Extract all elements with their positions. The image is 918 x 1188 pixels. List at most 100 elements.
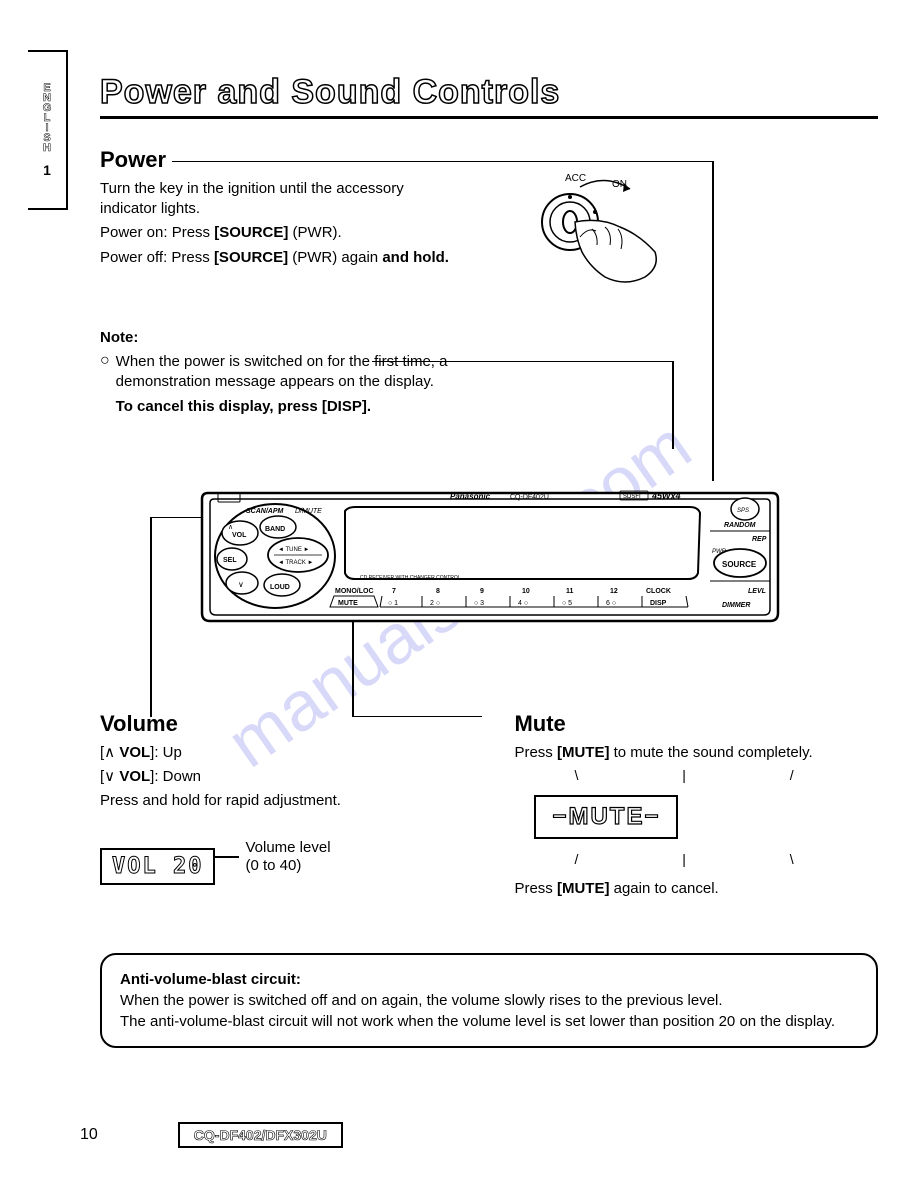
acc-label: ACC (565, 173, 586, 184)
vol-level-label2: (0 to 40) (245, 857, 330, 875)
vol-level-leader (213, 856, 239, 858)
svg-text:SCAN/APM: SCAN/APM (246, 508, 284, 515)
power-line3-bold: [SOURCE] (214, 249, 288, 266)
page-number: 10 (80, 1126, 98, 1144)
svg-text:∧: ∧ (228, 524, 233, 531)
svg-text:7: 7 (392, 588, 396, 595)
vol-up-bold: VOL (119, 744, 150, 761)
mute-line1: Press [MUTE] to mute the sound completel… (514, 743, 878, 763)
page-title: Power and Sound Controls (100, 73, 878, 112)
bullet-marker: ○ (100, 352, 110, 421)
vol-up-pre: [∧ (100, 744, 119, 761)
vol-down-pre: [∨ (100, 768, 119, 785)
info-box-line2: The anti-volume-blast circuit will not w… (120, 1011, 858, 1032)
vol-level-label: Volume level (0 to 40) (245, 839, 330, 875)
volume-heading: Volume (100, 711, 444, 737)
svg-text:12: 12 (610, 588, 618, 595)
power-line1: Turn the key in the ignition until the a… (100, 179, 460, 220)
power-line2-pre: Power on: Press (100, 224, 214, 241)
power-line3-pre: Power off: Press (100, 249, 214, 266)
svg-text:SOURCE: SOURCE (722, 560, 757, 569)
mute-section: Mute Press [MUTE] to mute the sound comp… (514, 711, 878, 904)
svg-text:DIMMER: DIMMER (722, 602, 750, 609)
power-leader-v (712, 161, 714, 481)
mute-lcd: −MUTE− (534, 795, 678, 839)
vol-leader-v (150, 517, 152, 717)
power-line2: Power on: Press [SOURCE] (PWR). (100, 223, 460, 243)
vol-rapid: Press and hold for rapid adjustment. (100, 791, 444, 811)
svg-text:LOUD: LOUD (270, 584, 290, 591)
power-heading: Power (100, 147, 166, 173)
svg-text:LEVL: LEVL (748, 588, 766, 595)
model-box: CQ-DF402/DFX302U (178, 1122, 343, 1148)
svg-text:11: 11 (566, 588, 574, 595)
model-label: CQ-DF402U (510, 494, 549, 501)
svg-text:RANDOM: RANDOM (724, 522, 756, 529)
mute-lcd-text: −MUTE− (552, 803, 660, 830)
svg-text:CLOCK: CLOCK (646, 588, 671, 595)
svg-text:VOL: VOL (232, 532, 247, 539)
info-box-title: Anti-volume-blast circuit: (120, 969, 858, 990)
note-leader-h (372, 361, 672, 363)
svg-text:6 ○: 6 ○ (606, 600, 616, 607)
content-area: Power Turn the key in the ignition until… (100, 147, 878, 1049)
mute-line1-post: to mute the sound completely. (609, 744, 812, 761)
mute-line1-pre: Press (514, 744, 557, 761)
mute-line1-bold: [MUTE] (557, 744, 610, 761)
power-line2-post: (PWR). (288, 224, 341, 241)
mute-line2-post: again to cancel. (609, 880, 718, 897)
language-number: 1 (43, 162, 51, 178)
svg-text:○ 5: ○ 5 (562, 600, 572, 607)
brand-label: Panasonic (450, 492, 491, 501)
note-bullet: ○ When the power is switched on for the … (100, 352, 480, 421)
mute-line2-bold: [MUTE] (557, 880, 610, 897)
vol-up-post: ]: Up (150, 744, 182, 761)
note-block: Note: ○ When the power is switched on fo… (100, 328, 480, 421)
mute-heading: Mute (514, 711, 878, 737)
power-line3-mid: (PWR) again (288, 249, 382, 266)
vol-level-row: VOL 20 Volume level (0 to 40) (100, 830, 444, 885)
mute-line2: Press [MUTE] again to cancel. (514, 879, 878, 899)
svg-text:4 ○: 4 ○ (518, 600, 528, 607)
svg-text:○ 3: ○ 3 (474, 600, 484, 607)
language-label: ENGLISH (41, 82, 53, 152)
power-line3: Power off: Press [SOURCE] (PWR) again an… (100, 248, 460, 268)
svg-text:10: 10 (522, 588, 530, 595)
svg-text:∨: ∨ (238, 580, 244, 589)
mute-flash-top: \ | / (574, 767, 878, 783)
power-section: Power Turn the key in the ignition until… (100, 147, 878, 421)
power-line2-bold: [SOURCE] (214, 224, 288, 241)
note-heading: Note: (100, 328, 480, 348)
language-tab: ENGLISH 1 (28, 50, 68, 210)
manual-page: manualshive.com ENGLISH 1 Power and Soun… (0, 0, 918, 1188)
power-text: Turn the key in the ignition until the a… (100, 179, 460, 268)
svg-text:2 ○: 2 ○ (430, 600, 440, 607)
svg-text:DISP: DISP (650, 600, 667, 607)
note-line1: When the power is switched on for the fi… (116, 352, 480, 393)
note-line2: To cancel this display, press [DISP]. (116, 397, 480, 417)
info-box-line1: When the power is switched off and on ag… (120, 990, 858, 1011)
power-rating: 45Wx4 (651, 491, 681, 501)
svg-text:SDSFI: SDSFI (623, 494, 641, 500)
mute-line2-pre: Press (514, 880, 557, 897)
note-leader-v (672, 361, 674, 449)
title-rule (100, 116, 878, 119)
svg-text:MONO/LOC: MONO/LOC (335, 588, 374, 595)
vol-down: [∨ VOL]: Down (100, 767, 444, 787)
vol-down-bold: VOL (119, 768, 150, 785)
svg-text:REP: REP (752, 536, 767, 543)
power-leader (172, 161, 712, 162)
stereo-container: Panasonic CQ-DF402U SDSFI 45Wx4 SCAN/APM… (100, 481, 878, 651)
vol-up: [∧ VOL]: Up (100, 743, 444, 763)
anti-volume-blast-box: Anti-volume-blast circuit: When the powe… (100, 953, 878, 1048)
vol-level-label1: Volume level (245, 839, 330, 857)
mute-leader-h (352, 716, 482, 718)
vol-lcd-text: VOL 20 (112, 854, 203, 879)
svg-text:◄ TRACK ►: ◄ TRACK ► (278, 560, 313, 566)
ignition-key-diagram: ACC ON (520, 167, 700, 307)
page-footer: 10 CQ-DF402/DFX302U (80, 1122, 343, 1148)
svg-text:9: 9 (480, 588, 484, 595)
svg-text:D/MUTE: D/MUTE (295, 508, 322, 515)
svg-text:○ 1: ○ 1 (388, 600, 398, 607)
power-line3-bold2: and hold. (382, 249, 449, 266)
